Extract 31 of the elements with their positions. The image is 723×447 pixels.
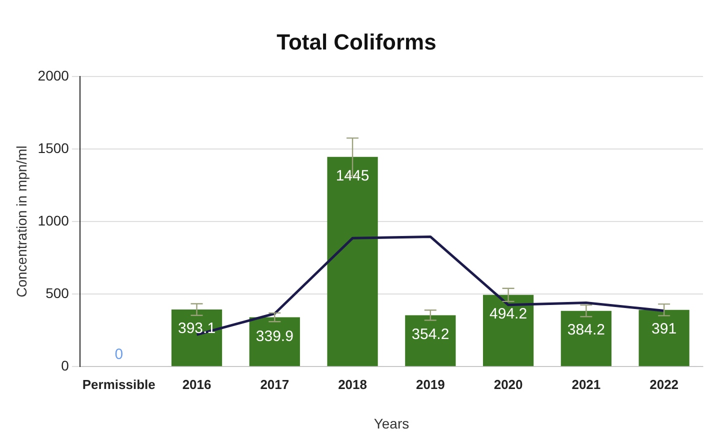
y-tick-label: 1500 [38,140,70,156]
x-tick-label: Permissible [82,376,156,392]
x-tick-label: 2016 [182,376,212,392]
data-label: 384.2 [567,321,605,338]
x-tick-label: 2017 [260,376,290,392]
data-label: 354.2 [412,326,450,343]
bar [482,294,534,366]
x-tick-label: 2022 [650,376,679,392]
data-label: 0 [114,346,124,364]
x-tick-label: 2021 [572,376,601,392]
y-tick-label: 1000 [38,212,70,228]
data-label: 494.2 [490,306,528,323]
data-label: 339.9 [256,328,294,345]
x-tick-label: 2018 [338,376,367,392]
x-tick-label: 2020 [494,376,523,392]
y-axis-title: Concentration in mpn/ml [13,146,30,298]
chart-title: Total Coliforms [276,29,436,54]
bar [249,317,300,366]
x-tick-label: 2019 [416,376,445,392]
bar [560,310,612,366]
bar [171,310,222,366]
x-axis-title: Years [374,415,410,432]
data-label: 1445 [336,168,370,185]
data-label: 393.1 [178,320,216,338]
y-tick-label: 500 [46,284,70,301]
bar [638,310,690,366]
y-tick-label: 0 [61,357,70,374]
bar [405,315,456,366]
y-tick-label: 2000 [38,67,70,84]
bar [327,156,378,366]
data-label: 391 [652,320,677,338]
